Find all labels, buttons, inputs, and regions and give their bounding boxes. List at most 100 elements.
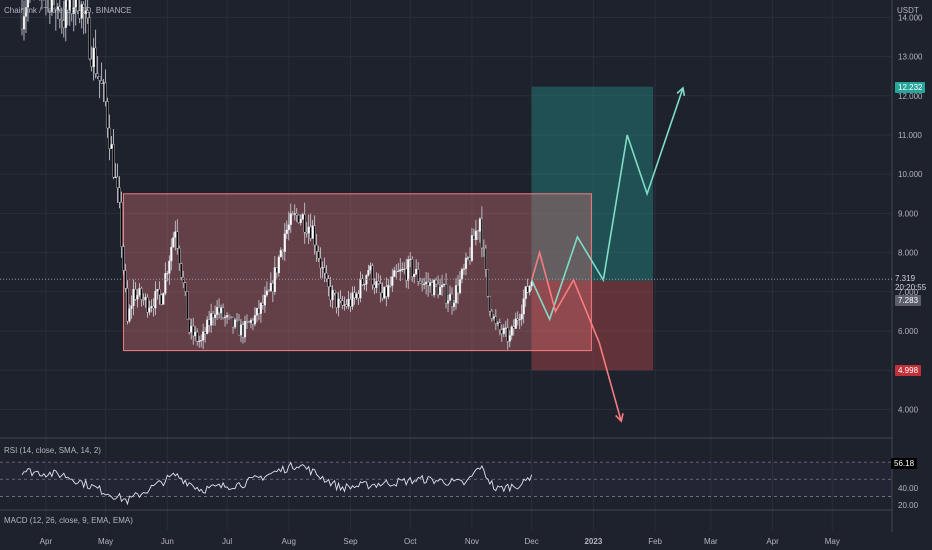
candle-body	[150, 306, 153, 309]
candle-body	[518, 318, 521, 321]
candle	[399, 258, 402, 282]
candle-body	[438, 286, 442, 296]
candle-body	[482, 247, 485, 249]
candle	[102, 78, 105, 103]
candle-body	[146, 296, 149, 313]
candle-body	[289, 213, 292, 225]
candle	[86, 0, 89, 24]
candle-body	[391, 276, 394, 286]
candle-body	[174, 231, 177, 238]
candle-body	[118, 187, 121, 203]
candle-body	[446, 300, 450, 304]
candle	[267, 289, 270, 293]
candle-body	[194, 331, 197, 337]
candle	[417, 261, 420, 286]
candle	[92, 37, 95, 81]
candle-body	[514, 318, 517, 329]
candle-body	[96, 73, 99, 77]
candle	[160, 293, 163, 306]
candle-body	[162, 293, 165, 305]
ref-price-badge: 7.283	[895, 295, 922, 306]
candle-body	[323, 267, 326, 274]
candle	[446, 294, 450, 313]
candle-body	[247, 321, 251, 323]
candle	[317, 245, 320, 262]
candle-body	[442, 284, 446, 286]
price-tick-label: 4.000	[898, 405, 919, 414]
candle	[202, 323, 205, 350]
candle-body	[436, 283, 440, 296]
candle	[122, 243, 125, 276]
candle	[223, 314, 227, 327]
candle-body	[397, 270, 400, 273]
candle	[524, 285, 527, 307]
candle	[518, 313, 521, 330]
candle-body	[281, 250, 284, 252]
candle	[24, 0, 28, 34]
candle-body	[468, 257, 472, 261]
candle-body	[182, 277, 185, 283]
candle-body	[229, 316, 233, 318]
candle	[259, 302, 263, 323]
candle-body	[345, 304, 348, 307]
last-price: 7.319	[895, 274, 916, 283]
candle-body	[474, 230, 478, 240]
candle-body	[104, 82, 107, 102]
time-tick-label: May	[98, 537, 113, 546]
candle-body	[417, 269, 420, 282]
candle	[233, 318, 237, 330]
candle	[227, 314, 231, 320]
candle-body	[206, 319, 209, 334]
candle	[331, 285, 334, 309]
candle-body	[411, 258, 414, 277]
candle-body	[425, 281, 428, 285]
candle-body	[50, 0, 53, 12]
candle-body	[235, 319, 239, 321]
candle	[460, 267, 464, 284]
candle-body	[409, 258, 412, 261]
candle-body	[450, 293, 454, 308]
candle	[110, 136, 113, 150]
candle-body	[64, 0, 67, 28]
candle	[98, 76, 101, 99]
bear-projection-path-arrow-head	[615, 413, 624, 423]
candle-body	[480, 218, 483, 249]
candle-body	[62, 20, 65, 28]
candle-body	[271, 282, 274, 292]
candle-body	[233, 319, 237, 328]
price-tick-label: 11.000	[898, 131, 922, 140]
candle-body	[225, 315, 229, 318]
target-price-badge: 12.232	[895, 82, 926, 93]
candle-body	[353, 292, 356, 298]
candle	[502, 324, 505, 337]
candle	[126, 280, 129, 325]
candle-body	[421, 282, 424, 285]
candle	[198, 335, 201, 348]
candle-body	[433, 279, 436, 296]
candle	[136, 289, 139, 308]
candle	[130, 295, 133, 319]
rsi-pane[interactable]: 40.00 20.00	[0, 461, 919, 510]
candle	[413, 273, 416, 284]
candle-body	[313, 225, 316, 246]
candle-body	[277, 256, 280, 274]
candle-body	[502, 327, 505, 334]
rsi-tick-label: 20.00	[898, 501, 919, 510]
candle-body	[156, 289, 159, 292]
candle-body	[180, 263, 183, 278]
time-tick-label: Oct	[404, 537, 417, 546]
candle-body	[335, 292, 338, 308]
candle-body	[363, 284, 366, 286]
candle-body	[331, 290, 334, 301]
time-axis-ticks: Apr May Jun Jul Aug Sep Oct Nov Dec 2023 Feb Mar Apr…	[40, 537, 840, 546]
candle	[118, 176, 121, 209]
candle-body	[385, 286, 388, 297]
candle	[383, 286, 386, 300]
candle	[245, 314, 249, 330]
candle-body	[267, 290, 270, 292]
candle-body	[524, 286, 527, 299]
candle-body	[315, 244, 318, 252]
candle	[64, 0, 67, 42]
candle-body	[339, 298, 342, 302]
